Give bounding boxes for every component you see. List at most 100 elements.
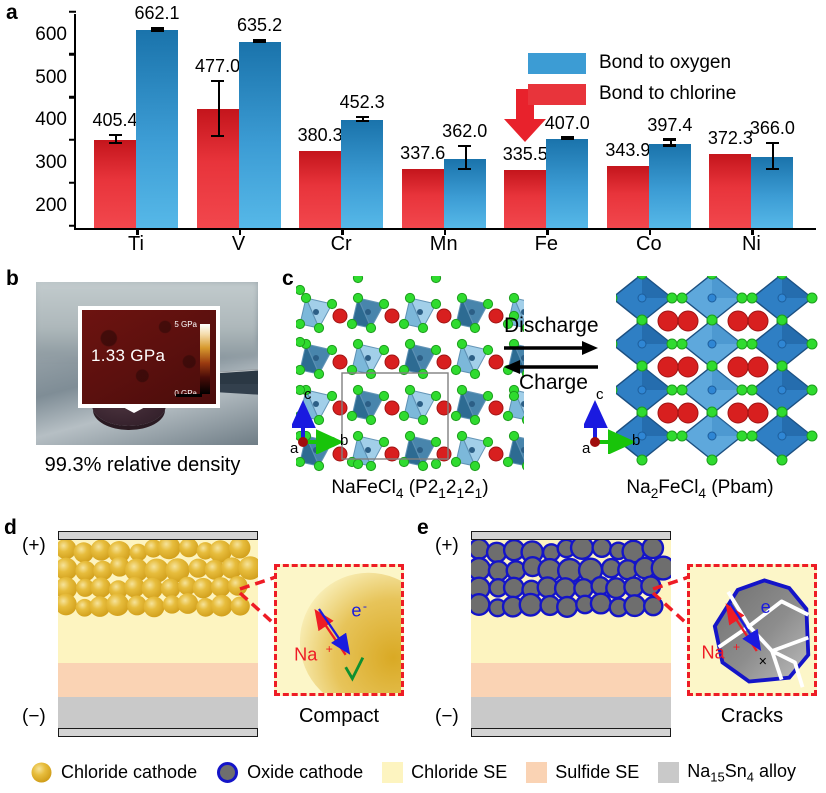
reaction-arrows — [504, 341, 598, 374]
legend-label-oxygen: Bond to oxygen — [599, 52, 732, 73]
x-tick-label-Ni: Ni — [741, 233, 761, 255]
axis-label-a-left: a — [290, 440, 299, 457]
chloride-se-swatch — [382, 762, 404, 783]
panel-d-positive-terminal-label: (+) — [22, 535, 46, 556]
bar-cl-Cr — [299, 150, 342, 228]
error-bar-cap — [108, 134, 122, 137]
legend-item-oxide-cathode: Oxide cathode — [216, 761, 363, 784]
axis-label-c-left: c — [304, 386, 312, 403]
panel-b-pellet-photo: b 1.33 GPa 5 GPa 0 GPa 99.3% relative de… — [0, 262, 285, 515]
panel-e-oxide-particles — [471, 540, 671, 618]
error-bar-cap — [211, 79, 225, 83]
panel-e-inset-illustration: Na + e × — [701, 578, 811, 688]
nanoindentation-map-inset: 1.33 GPa 5 GPa 0 GPa — [78, 306, 220, 408]
bar-value-label: 362.0 — [442, 121, 488, 142]
svg-text:+: + — [733, 640, 740, 654]
fe-highlight-arrow — [504, 89, 547, 143]
bar-ox-Co — [648, 143, 691, 228]
y-tick-label: 700 — [35, 0, 76, 3]
error-bar-cap — [458, 168, 472, 171]
na2fecl4-structure-diagram — [616, 276, 818, 466]
bar-cl-Ni — [709, 154, 752, 228]
scale-bar — [176, 394, 202, 397]
bar-value-label: 335.5 — [502, 144, 548, 165]
legend-item-oxygen: Bond to oxygen — [528, 52, 736, 74]
bar-cl-Ti — [94, 140, 136, 228]
left-structure-caption: NaFeCl4 (P212121) — [331, 477, 489, 501]
panel-e-positive-current-collector — [471, 531, 671, 540]
pellet-photograph: 1.33 GPa 5 GPa 0 GPa — [36, 282, 258, 445]
x-tick-mark — [546, 228, 549, 235]
panel-d-chloride-particles — [58, 540, 258, 618]
error-bar-cap — [560, 136, 574, 139]
bar-cl-Fe — [504, 170, 547, 228]
x-tick-mark — [136, 228, 139, 235]
panel-e-negative-terminal-label: (−) — [435, 706, 459, 727]
bar-ox-V — [238, 41, 281, 228]
legend-label-alloy: Na15Sn4 alloy — [687, 760, 796, 785]
legend-item-chlorine: Bond to chlorine — [528, 83, 736, 105]
error-bar — [115, 136, 117, 144]
bar-value-label: 452.3 — [339, 92, 385, 113]
panel-e-sulfide-se-layer — [471, 663, 671, 697]
x-tick-label-V: V — [231, 233, 246, 255]
axis-label-a-right: a — [582, 440, 591, 457]
error-bar-cap — [765, 167, 779, 170]
bar-value-label: 372.3 — [707, 128, 753, 149]
bar-value-label: 397.4 — [647, 114, 693, 135]
legend-item-chloride-se: Chloride SE — [382, 762, 507, 783]
charge-label: Charge — [519, 371, 588, 394]
panel-letter-a: a — [6, 1, 18, 24]
x-tick-label-Cr: Cr — [330, 233, 352, 255]
x-tick-label-Mn: Mn — [429, 233, 458, 255]
legend-label-chloride-cathode: Chloride cathode — [61, 762, 198, 782]
panel-e-inset-caption: Cracks — [720, 705, 784, 727]
svg-text:Na: Na — [701, 643, 725, 663]
svg-text:e: e — [761, 597, 771, 617]
y-tick-mark — [69, 10, 76, 13]
bar-cl-Co — [606, 166, 649, 228]
figure-legend: Chloride cathode Oxide cathode Chloride … — [0, 752, 826, 793]
error-bar — [772, 144, 775, 170]
panel-e-inset-frame: Na + e × — [687, 564, 817, 696]
bar-group: 405.4 662.1 Ti — [92, 3, 179, 255]
y-tick-label: 200 — [35, 195, 67, 216]
bar-group: 477.0 635.2 V — [195, 14, 282, 255]
bar-ox-Ti — [136, 30, 178, 228]
svg-text:-: - — [363, 599, 367, 613]
axis-indicator-right — [584, 400, 636, 454]
error-bar-cap — [108, 141, 122, 144]
x-tick-label-Ti: Ti — [128, 233, 144, 255]
bar-cl-Mn — [401, 169, 444, 228]
error-bar-cap — [560, 138, 574, 141]
bar-value-label: 380.3 — [297, 124, 343, 145]
hardness-map-image — [82, 310, 216, 404]
y-tick-mark — [69, 53, 76, 56]
y-tick-label: 300 — [35, 152, 67, 174]
panel-e-negative-current-collector — [471, 728, 671, 737]
error-bar — [669, 140, 672, 147]
gray-sphere-icon — [217, 762, 239, 783]
error-bar-cap — [765, 141, 779, 145]
bar-value-label: 662.1 — [134, 2, 180, 23]
panel-d-negative-current-collector — [58, 728, 258, 737]
svg-text:+: + — [326, 642, 333, 656]
panel-b-caption: 99.3% relative density — [44, 454, 241, 476]
panel-c-crystal-structures: c c b a Discharge Charge — [280, 262, 826, 515]
x-tick-mark — [341, 228, 344, 235]
error-bar-cap — [211, 134, 225, 137]
error-bar-cap — [253, 40, 267, 43]
panel-d-negative-terminal-label: (−) — [22, 706, 46, 727]
error-bar-cap — [253, 38, 267, 41]
bar-ox-Fe — [546, 139, 589, 228]
bar-value-label: 337.6 — [400, 143, 446, 164]
legend-label-sulfide-se: Sulfide SE — [555, 762, 640, 782]
y-tick-mark — [69, 138, 76, 142]
x-tick-mark — [238, 228, 242, 235]
axis-label-b-left: b — [340, 432, 349, 449]
bar-value-label: 343.9 — [605, 140, 651, 161]
bar-value-label: 407.0 — [544, 112, 590, 133]
error-bar-cap — [458, 144, 472, 148]
colorbar-max-label: 5 GPa — [174, 320, 197, 329]
x-tick-label-Co: Co — [636, 233, 662, 255]
